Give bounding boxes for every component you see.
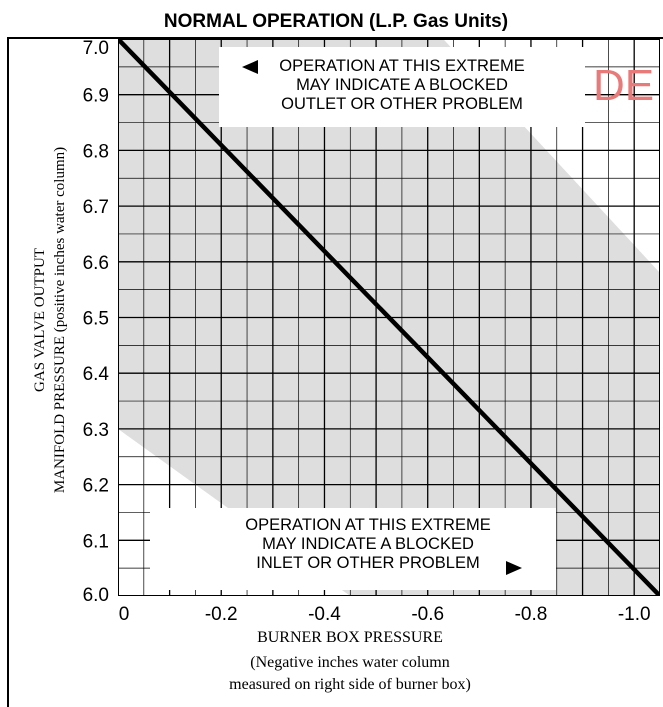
y-axis-label: GAS VALVE OUTPUT MANIFOLD PRESSURE (posit… <box>32 147 68 493</box>
x-axis-label-sub: (Negative inches water column <box>250 654 449 671</box>
y-tick-label: 6.5 <box>83 309 109 330</box>
y-tick-label: 6.2 <box>83 476 109 497</box>
x-axis-label-sub: measured on right side of burner box) <box>229 676 471 693</box>
x-tick-label: 0 <box>119 604 130 625</box>
y-axis-label-line: GAS VALVE OUTPUT <box>32 248 48 392</box>
annotation-box <box>150 508 556 590</box>
annotation-line: OUTLET OR OTHER PROBLEM <box>281 95 523 113</box>
y-axis-ticks: 7.0 6.9 6.8 6.7 6.6 6.5 6.4 6.3 6.2 6.1 6.0 <box>83 38 110 606</box>
annotation-box <box>219 47 585 127</box>
x-tick-label: -0.4 <box>308 604 341 625</box>
annotation-line: OPERATION AT THIS EXTREME <box>245 516 490 534</box>
y-tick-label: 6.4 <box>83 364 110 385</box>
annotation-line: INLET OR OTHER PROBLEM <box>256 554 479 572</box>
x-axis-label: BURNER BOX PRESSURE (Negative inches wate… <box>229 629 471 693</box>
x-axis-label-main: BURNER BOX PRESSURE <box>257 629 443 646</box>
x-tick-label: -0.2 <box>205 604 238 625</box>
arrow-left-icon <box>242 60 258 74</box>
y-tick-label: 6.6 <box>83 253 109 274</box>
y-tick-label: 6.7 <box>83 197 109 218</box>
annotation-line: MAY INDICATE A BLOCKED <box>262 535 474 553</box>
watermark-text: DE <box>593 61 654 110</box>
arrow-right-icon <box>506 561 522 575</box>
outer-frame <box>7 37 663 707</box>
annotation-line: MAY INDICATE A BLOCKED <box>296 76 508 94</box>
x-tick-label: -0.8 <box>515 604 548 625</box>
series <box>118 39 660 596</box>
y-tick-label: 6.3 <box>83 420 109 441</box>
y-tick-label: 7.0 <box>83 38 109 59</box>
y-axis-label-line: MANIFOLD PRESSURE (positive inches water… <box>52 147 68 493</box>
x-axis-ticks: 0 -0.2 -0.4 -0.6 -0.8 -1.0 <box>119 604 651 625</box>
chart-title: NORMAL OPERATION (L.P. Gas Units) <box>164 11 508 32</box>
annotation-line: OPERATION AT THIS EXTREME <box>279 57 524 75</box>
y-tick-label: 6.1 <box>83 531 109 552</box>
y-tick-label: 6.0 <box>83 585 109 606</box>
y-tick-label: 6.9 <box>83 86 109 107</box>
series-line <box>118 39 660 596</box>
x-tick-label: -0.6 <box>411 604 444 625</box>
y-tick-label: 6.8 <box>83 141 109 162</box>
x-tick-label: -1.0 <box>618 604 651 625</box>
